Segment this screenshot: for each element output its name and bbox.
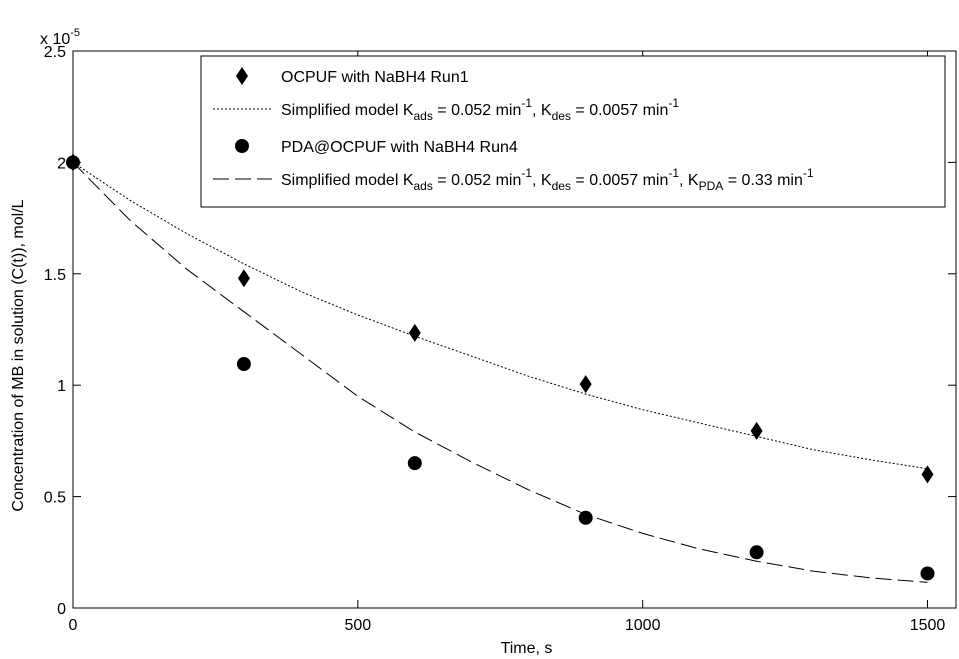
data-point-diamond — [579, 375, 592, 394]
x-tick-label: 1000 — [625, 617, 661, 634]
legend-label-part: , K — [532, 102, 552, 119]
legend-label: Simplified model Kads = 0.052 min-1, Kde… — [281, 96, 679, 123]
y-tick-label: 2 — [57, 155, 66, 172]
data-point-circle — [578, 510, 593, 525]
data-point-circle — [920, 566, 935, 581]
legend-label-part: des — [552, 179, 571, 193]
legend-label-part: des — [552, 109, 571, 123]
legend-label-part: = 0.33 min — [723, 172, 803, 189]
legend-label-part: OCPUF with NaBH4 Run1 — [281, 69, 469, 86]
legend-label-part: = 0.0057 min — [571, 172, 668, 189]
legend-label-part: , K — [679, 172, 699, 189]
legend-label: PDA@OCPUF with NaBH4 Run4 — [281, 139, 518, 156]
data-point-diamond — [750, 421, 763, 440]
x-axis-label: Time, s — [501, 640, 553, 657]
data-point-circle — [407, 456, 422, 471]
legend-label-part: , K — [532, 172, 552, 189]
legend-label-part: = 0.052 min — [433, 102, 522, 119]
series-3 — [72, 162, 928, 583]
plot-frame — [72, 50, 957, 609]
legend-label-part: -1 — [521, 166, 532, 180]
x-tick-label: 1500 — [910, 617, 946, 634]
legend-label-part: ads — [414, 109, 433, 123]
series-line — [72, 162, 928, 583]
series-layer — [66, 153, 935, 583]
y-axis-label: Concentration of MB in solution (C(t)), … — [10, 199, 27, 511]
legend-entry-0: OCPUF with NaBH4 Run1 — [236, 67, 469, 86]
legend-label-part: PDA@OCPUF with NaBH4 Run4 — [281, 139, 518, 156]
legend-label-part: -1 — [521, 96, 532, 110]
legend-label-part: -1 — [668, 166, 679, 180]
legend-circle-marker — [235, 139, 249, 153]
data-point-diamond — [408, 323, 421, 342]
legend-label-part: Simplified model K — [281, 172, 414, 189]
legend-label-part: = 0.052 min — [433, 172, 522, 189]
legend-label: OCPUF with NaBH4 Run1 — [281, 69, 469, 86]
axes: 0 500 1000 1500 0 0.5 1 1.5 2 2.5 — [44, 44, 956, 634]
legend-diamond-marker — [236, 67, 248, 85]
legend-label-part: PDA — [699, 179, 724, 193]
y-tick-label: 2.5 — [44, 44, 66, 61]
y-tick-label: 1.5 — [44, 267, 66, 284]
legend-entry-1: Simplified model Kads = 0.052 min-1, Kde… — [213, 96, 679, 123]
plot-area — [72, 50, 957, 609]
legend-label-part: Simplified model K — [281, 102, 414, 119]
y-tick-label: 0 — [57, 601, 66, 618]
legend-label-part: -1 — [803, 166, 814, 180]
data-point-circle — [749, 545, 764, 560]
y-tick-label: 1 — [57, 378, 66, 395]
legend-entry-3: Simplified model Kads = 0.052 min-1, Kde… — [213, 166, 814, 193]
y-tick-label: 0.5 — [44, 490, 66, 507]
x-tick-label: 0 — [69, 617, 78, 634]
legend-entry-2: PDA@OCPUF with NaBH4 Run4 — [235, 139, 518, 156]
legend-label-part: = 0.0057 min — [571, 102, 668, 119]
x-tick-label: 500 — [344, 617, 371, 634]
legend-box — [200, 55, 946, 208]
legend-label: Simplified model Kads = 0.052 min-1, Kde… — [281, 166, 814, 193]
legend-label-part: -1 — [668, 96, 679, 110]
legend-label-part: ads — [414, 179, 433, 193]
data-point-diamond — [237, 269, 250, 288]
data-point-circle — [236, 357, 251, 372]
data-point-diamond — [921, 465, 934, 484]
y-axis-exponent: x 10-5 — [40, 27, 80, 48]
